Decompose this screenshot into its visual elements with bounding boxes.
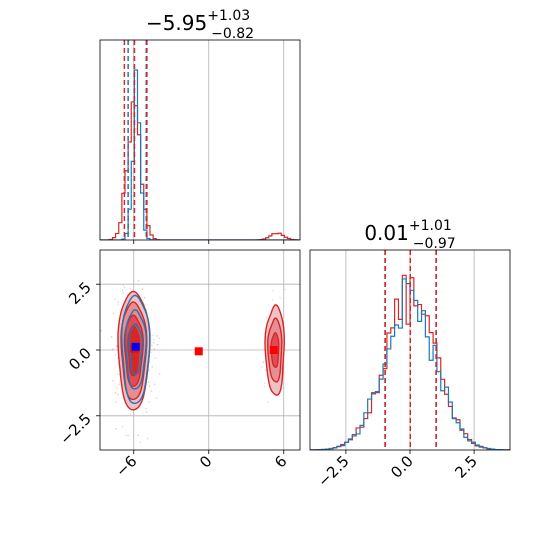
scatter-point <box>145 411 148 413</box>
scatter-point <box>114 298 116 301</box>
scatter-point <box>263 385 265 388</box>
joint-density <box>100 280 287 444</box>
top-panel-frame <box>99 39 301 241</box>
scatter-point <box>116 357 119 359</box>
scatter-point <box>122 292 125 294</box>
scatter-point <box>145 408 147 410</box>
scatter-point <box>151 344 153 347</box>
scatter-point <box>150 390 153 393</box>
scatter-point <box>152 341 155 344</box>
scatter-point <box>150 351 152 354</box>
scatter-point <box>267 401 270 403</box>
scatter-point <box>262 361 265 364</box>
scatter-point <box>100 329 102 332</box>
title-param1: −5.95+1.03 −0.82 <box>146 8 254 42</box>
tick-label-param1: −6 <box>112 452 140 480</box>
scatter-point <box>114 401 117 403</box>
scatter-point <box>272 289 274 292</box>
tick-label-joint-y: 0.0 <box>65 344 95 374</box>
scatter-point <box>114 392 117 394</box>
scatter-point <box>116 372 119 375</box>
point-estimate-blue <box>131 342 140 351</box>
scatter-point <box>279 297 281 299</box>
tick-label-param1: 0 <box>196 452 215 471</box>
contour-blue <box>120 294 151 404</box>
scatter-point <box>154 357 157 360</box>
scatter-point <box>143 296 146 299</box>
scatter-point <box>112 312 115 314</box>
tick-label-param2: 2.5 <box>451 452 481 482</box>
scatter-point <box>125 434 127 437</box>
title-param2: 0.01+1.01 −0.97 <box>364 218 455 252</box>
scatter-point <box>284 288 287 291</box>
scatter-point <box>141 288 143 290</box>
scatter-point <box>123 286 126 289</box>
scatter-point <box>122 289 124 292</box>
scatter-point <box>129 413 132 415</box>
scatter-point <box>158 337 161 340</box>
scatter-point <box>264 369 267 371</box>
tick-label-param2: 0.0 <box>387 452 417 482</box>
scatter-point <box>138 407 141 409</box>
scatter-point <box>271 299 274 301</box>
hist-blue-param1 <box>100 69 300 240</box>
scatter-point <box>153 383 156 385</box>
scatter-point <box>110 336 113 338</box>
scatter-point <box>114 353 117 356</box>
contour-blue <box>124 309 147 390</box>
scatter-point <box>137 434 139 437</box>
scatter-point <box>139 441 142 444</box>
scatter-point <box>147 381 150 384</box>
scatter-point <box>158 373 161 375</box>
hist-red-param1 <box>100 101 300 240</box>
marginal-hist-param2 <box>310 250 510 450</box>
scatter-point <box>129 287 132 289</box>
point-estimate-red <box>194 347 203 356</box>
tick-label-param2: −2.5 <box>314 452 352 490</box>
scatter-point <box>112 380 114 382</box>
tick-label-joint-y: −2.5 <box>56 410 94 448</box>
scatter-point <box>144 303 146 306</box>
scatter-point <box>122 284 124 286</box>
scatter-point <box>115 345 118 347</box>
scatter-point <box>146 437 149 440</box>
tick-label-joint-y: 2.5 <box>65 278 95 308</box>
scatter-point <box>137 280 140 282</box>
scatter-point <box>153 348 156 350</box>
top-panel-grid <box>133 40 285 240</box>
scatter-point <box>264 382 266 385</box>
scatter-point <box>148 400 150 403</box>
scatter-point <box>117 303 120 305</box>
scatter-point <box>115 428 117 430</box>
scatter-point <box>261 366 264 368</box>
contour-blue <box>128 323 144 376</box>
scatter-point <box>118 383 121 386</box>
scatter-point <box>265 317 268 319</box>
scatter-point <box>156 335 159 337</box>
scatter-point <box>151 334 154 337</box>
scatter-point <box>137 283 140 285</box>
scatter-point <box>155 397 158 399</box>
scatter-point <box>117 393 119 396</box>
scatter-point <box>117 300 120 303</box>
scatter-point <box>152 338 155 341</box>
tick-label-param1: 6 <box>271 452 290 471</box>
scatter-point <box>127 434 129 437</box>
scatter-point <box>156 343 159 346</box>
point-estimate-red <box>269 346 278 354</box>
scatter-point <box>112 348 114 350</box>
marginal-hist-param1 <box>100 40 300 240</box>
scatter-point <box>151 365 154 368</box>
scatter-point <box>116 387 118 389</box>
scatter-point <box>148 385 151 387</box>
scatter-point <box>121 425 124 428</box>
